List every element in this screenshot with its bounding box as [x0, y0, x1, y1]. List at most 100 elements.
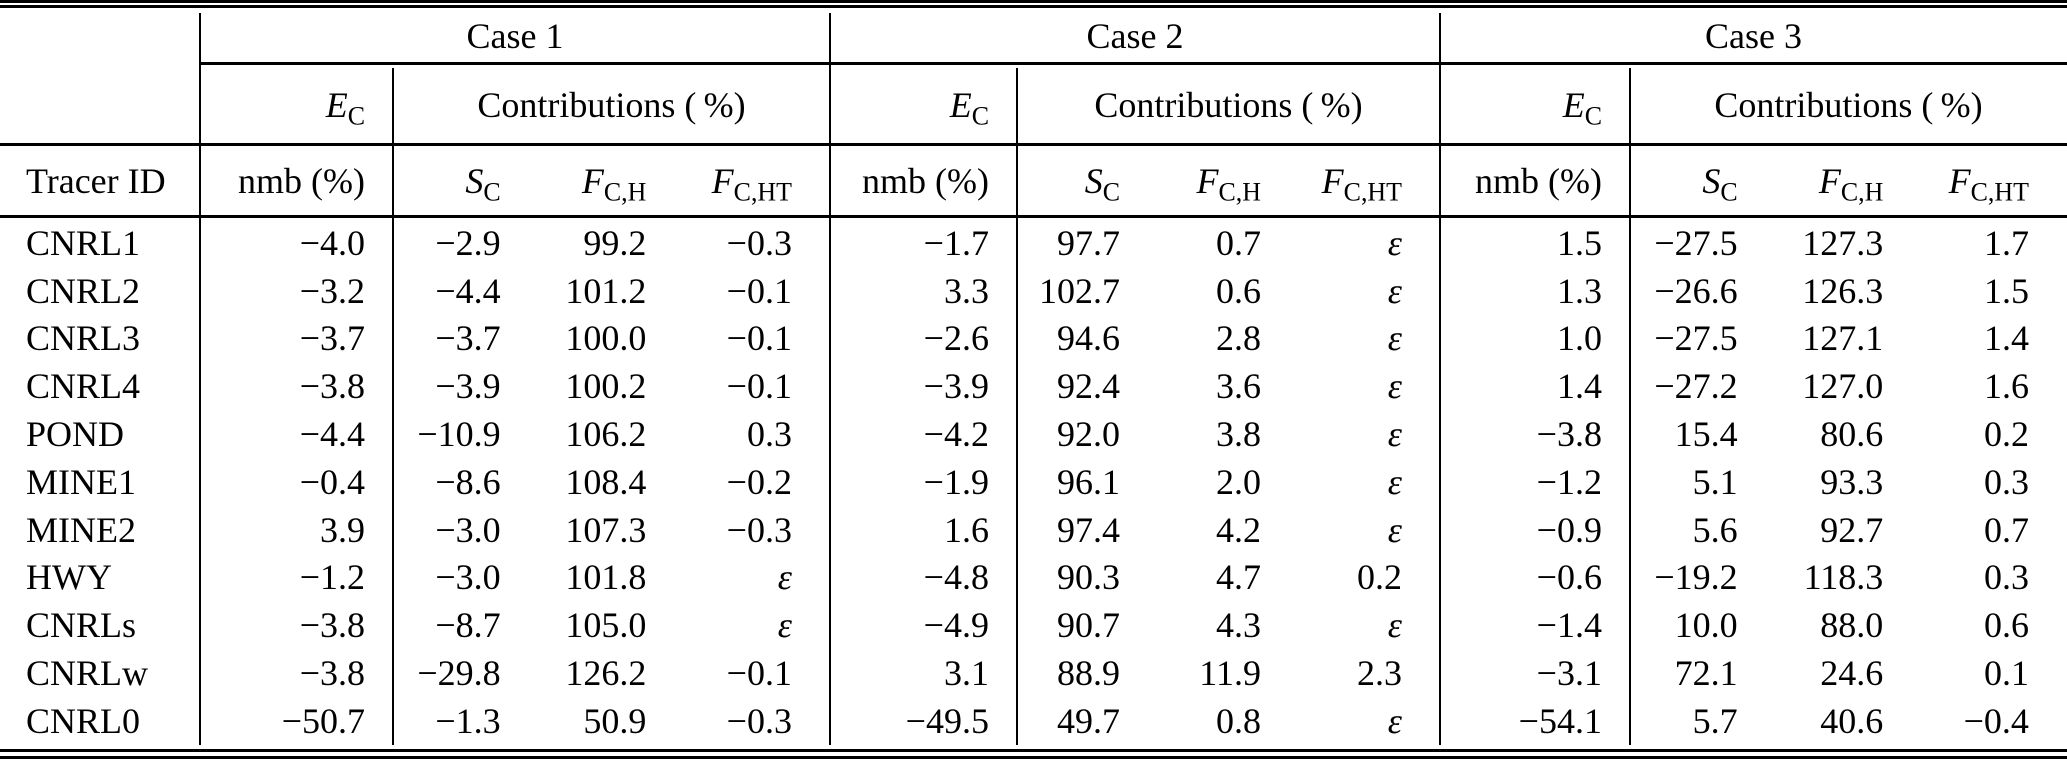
value-cell: 118.3 [1803, 557, 1884, 598]
fch-header: FC,H [1776, 160, 1922, 205]
value-cell: 92.0 [1056, 414, 1120, 455]
column-divider [1016, 68, 1018, 745]
value-cell: −0.3 [726, 222, 792, 263]
top-rule-2 [0, 5, 2067, 8]
value-cell: 1.4 [1556, 366, 1602, 407]
value-cell: −27.5 [1654, 222, 1738, 263]
fch-subscript: C,H [603, 176, 647, 206]
value-cell: 1.5 [1556, 222, 1602, 263]
value-cell: −3.8 [1536, 414, 1602, 455]
table-row: MINE2 3.9 −3.0 107.3 −0.3 1.6 97.4 4.2 ε −0.9 5.6 9… [0, 506, 2067, 554]
value-cell: −0.1 [726, 366, 792, 407]
fch-header: FC,H [539, 160, 685, 205]
nmb-header: nmb (%) [1475, 160, 1602, 201]
sc-header: SC [1630, 160, 1776, 205]
tracer-id-cell: CNRL1 [26, 222, 141, 263]
tracer-id-cell: CNRLw [26, 653, 149, 694]
value-cell: 3.1 [943, 653, 989, 694]
column-divider [829, 13, 831, 745]
value-cell: 96.1 [1056, 461, 1120, 502]
value-cell: 127.1 [1802, 318, 1884, 359]
top-rule [0, 0, 2067, 3]
column-divider [199, 13, 201, 745]
tracer-id-cell: MINE1 [26, 461, 136, 502]
ec-header: EC [1440, 84, 1630, 129]
value-cell: ε [777, 605, 792, 646]
value-cell: 5.6 [1692, 509, 1738, 550]
ec-subscript: C [971, 100, 989, 130]
value-cell: −3.7 [299, 318, 365, 359]
value-cell: 1.6 [1983, 366, 2029, 407]
table-row: CNRL4 −3.8 −3.9 100.2 −0.1 −3.9 92.4 3.6 ε 1.4 −27… [0, 362, 2067, 410]
case-header-row: Case 1 Case 2 Case 3 [0, 10, 2067, 62]
ec-subscript: C [1584, 100, 1602, 130]
case-1-header: Case 1 [466, 16, 564, 56]
value-cell: 3.3 [943, 270, 989, 311]
value-cell: 101.8 [565, 557, 647, 598]
ec-subscript: C [347, 100, 365, 130]
value-cell: −4.8 [923, 557, 989, 598]
table-row: CNRLs −3.8 −8.7 105.0 ε −4.9 90.7 4.3 ε −1.4 10.0 8… [0, 601, 2067, 649]
group-header-row: EC Contributions ( %) EC Contributions (… [0, 66, 2067, 143]
case-3-header: Case 3 [1705, 16, 1802, 56]
value-cell: −19.2 [1654, 557, 1738, 598]
table-row: CNRL2 −3.2 −4.4 101.2 −0.1 3.3 102.7 0.6 ε 1.3 −26… [0, 267, 2067, 315]
value-cell: 0.6 [1215, 270, 1261, 311]
value-cell: 88.9 [1056, 653, 1120, 694]
value-cell: −1.2 [299, 557, 365, 598]
value-cell: −3.1 [1536, 653, 1602, 694]
value-cell: 127.0 [1802, 366, 1884, 407]
bottom-rule-2 [0, 756, 2067, 759]
value-cell: −2.9 [435, 222, 501, 263]
value-cell: −26.6 [1654, 270, 1738, 311]
tracer-id-cell: MINE2 [26, 509, 136, 550]
fcht-subscript: C,HT [1343, 176, 1402, 206]
table-row: CNRL0 −50.7 −1.3 50.9 −0.3 −49.5 49.7 0.8 ε −54.1… [0, 697, 2067, 745]
value-cell: 3.9 [320, 509, 365, 550]
value-cell: 3.6 [1215, 366, 1261, 407]
fch-symbol: F [1196, 160, 1219, 201]
fcht-subscript: C,HT [1970, 176, 2029, 206]
header-rule [0, 143, 2067, 146]
value-cell: 4.2 [1215, 509, 1261, 550]
value-cell: −1.2 [1536, 461, 1602, 502]
value-cell: 126.3 [1802, 270, 1884, 311]
value-cell: −0.1 [726, 270, 792, 311]
value-cell: 90.3 [1056, 557, 1120, 598]
value-cell: 72.1 [1674, 653, 1738, 694]
value-cell: 99.2 [583, 222, 647, 263]
value-cell: 80.6 [1820, 414, 1884, 455]
value-cell: −3.8 [299, 605, 365, 646]
value-cell: 1.4 [1983, 318, 2029, 359]
value-cell: −0.4 [299, 461, 365, 502]
value-cell: 102.7 [1038, 270, 1120, 311]
table-row: MINE1 −0.4 −8.6 108.4 −0.2 −1.9 96.1 2.0 ε −1.2 5.… [0, 458, 2067, 506]
fcht-subscript: C,HT [733, 176, 792, 206]
value-cell: −50.7 [281, 700, 365, 741]
value-cell: −0.9 [1536, 509, 1602, 550]
value-cell: 100.2 [565, 366, 647, 407]
value-cell: 100.0 [565, 318, 647, 359]
fcht-symbol: F [1321, 160, 1344, 201]
sc-symbol: S [1702, 160, 1721, 201]
fcht-header: FC,HT [684, 160, 830, 205]
value-cell: 106.2 [565, 414, 647, 455]
value-cell: ε [1387, 318, 1402, 359]
value-cell: 108.4 [565, 461, 647, 502]
value-cell: 1.6 [943, 509, 989, 550]
value-cell: 2.8 [1215, 318, 1261, 359]
value-cell: 105.0 [565, 605, 647, 646]
value-cell: −1.4 [1536, 605, 1602, 646]
value-cell: −3.2 [299, 270, 365, 311]
ec-symbol: E [325, 84, 348, 125]
bottom-rule [0, 749, 2067, 752]
column-divider [392, 68, 394, 745]
value-cell: −0.1 [726, 653, 792, 694]
value-cell: 0.6 [1983, 605, 2029, 646]
value-cell: 107.3 [565, 509, 647, 550]
value-cell: 1.7 [1983, 222, 2029, 263]
ec-symbol: E [1562, 84, 1585, 125]
tracer-id-cell: CNRL3 [26, 318, 141, 359]
fch-subscript: C,H [1218, 176, 1261, 206]
